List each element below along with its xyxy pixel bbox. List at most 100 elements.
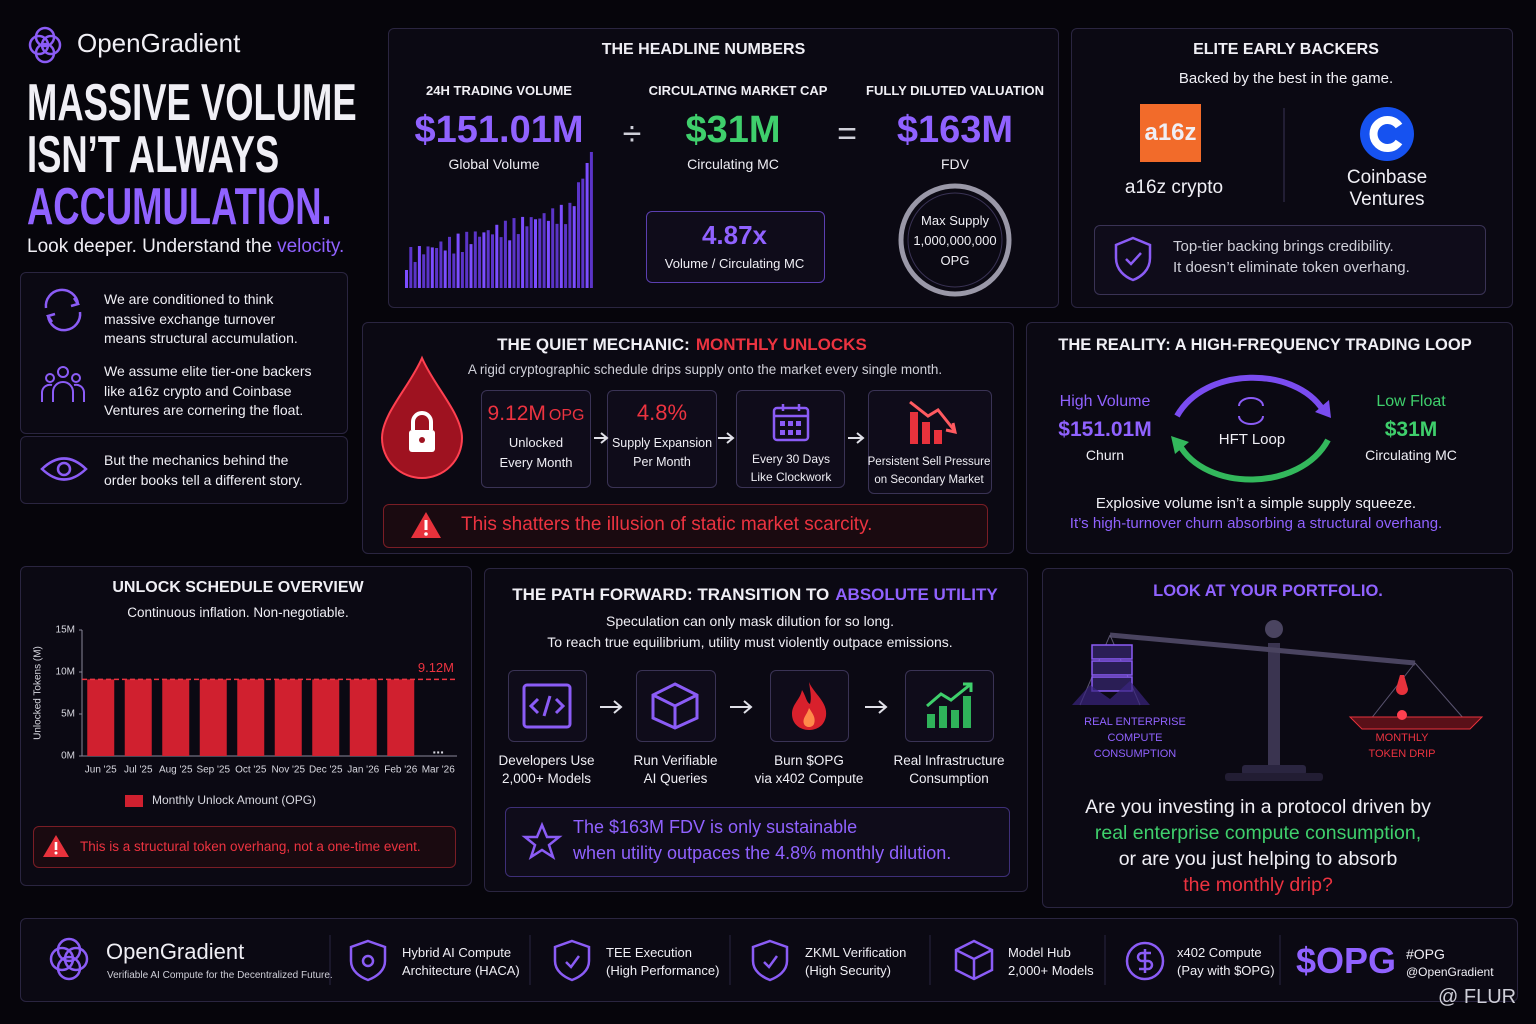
loop-arrows: [1171, 374, 1331, 483]
footer-brand: OpenGradient: [106, 939, 245, 964]
sparkline-bar: [430, 247, 434, 288]
sparkline-bar: [516, 234, 520, 288]
y-tick-label: 5M: [61, 709, 75, 720]
sparkline-bar: [405, 270, 408, 288]
footer-ticker: $OPG: [1296, 940, 1397, 981]
loop-value: $151.01M: [1058, 418, 1152, 441]
metric-value: $31M: [685, 109, 781, 151]
step-caption: Consumption: [909, 771, 989, 786]
sparkline-bar: [572, 206, 576, 288]
reference-label: 9.12M: [418, 660, 454, 675]
feature-text: (High Security): [805, 963, 891, 978]
step-caption: Run Verifiable: [633, 753, 718, 768]
sparkline-bar: [503, 220, 507, 288]
footer-hashtag: #OPG: [1406, 946, 1445, 962]
panel-subtitle: Speculation can only mask dilution for s…: [606, 613, 894, 629]
loop-center: HFT Loop: [1218, 431, 1286, 448]
sparkline-bar: [460, 252, 464, 288]
people-icon: [41, 366, 85, 402]
coinbase-logo: [1360, 107, 1414, 161]
x-tick-label: Dec '25: [309, 765, 343, 776]
sparkline-bar: [452, 253, 456, 288]
step-caption: on Secondary Market: [874, 474, 984, 486]
sparkline-bar: [538, 218, 542, 288]
warning-text: This shatters the illusion of static mar…: [461, 514, 873, 535]
sparkline-bar: [499, 237, 503, 288]
reality-text: Explosive volume isn’t a simple supply s…: [1095, 495, 1417, 512]
sparkline-bar: [435, 248, 439, 288]
sparkline-bar: [473, 231, 477, 288]
loop-label: Low Float: [1376, 393, 1446, 410]
bar: [237, 679, 265, 756]
step-box: [905, 670, 994, 742]
loop-caption: Churn: [1085, 447, 1125, 463]
step-box: [481, 390, 591, 488]
sparkline-bar: [521, 216, 525, 288]
sparkline-bar: [443, 250, 447, 288]
sparkline-bar: [512, 218, 516, 288]
sparkline-bar: [495, 224, 499, 288]
divider: [1283, 108, 1285, 202]
step-value: 9.12M OPG: [481, 401, 591, 426]
bar: [312, 679, 340, 756]
panel-subtitle: To reach true equilibrium, utility must …: [547, 634, 953, 650]
sparkline-bar: [585, 162, 589, 288]
unlock-chart: Unlocked Tokens (M) 0M 5M 10M 15M Jun '25 Jul …: [33, 625, 457, 807]
panel-title: THE HEADLINE NUMBERS: [601, 41, 806, 58]
supply-value: 1,000,000,000: [913, 233, 997, 248]
step-caption: Developers Use: [498, 753, 595, 768]
step-caption: via x402 Compute: [754, 771, 864, 786]
title-text: THE PATH FORWARD: TRANSITION TO: [512, 585, 830, 604]
x-tick-label: Nov '25: [271, 765, 305, 776]
y-tick-label: 15M: [56, 625, 75, 636]
metric-caption: FDV: [941, 156, 969, 172]
brand-logo: [28, 26, 62, 64]
step-caption: AI Queries: [643, 771, 708, 786]
sparkline-bar: [409, 246, 413, 288]
x-tick-label: Jan '26: [347, 765, 379, 776]
legend-label: Monthly Unlock Amount (OPG): [152, 793, 316, 807]
sparkline-bar: [568, 202, 572, 288]
metric-label: 24H TRADING VOLUME: [426, 83, 572, 98]
feature-text: ZKML Verification: [805, 945, 907, 960]
callout-text: The $163M FDV is only sustainable: [573, 817, 858, 837]
metric-caption: Circulating MC: [687, 156, 779, 172]
hero-title: ACCUMULATION.: [27, 178, 332, 236]
code-icon: [522, 683, 572, 729]
x-tick-label: Aug '25: [159, 765, 193, 776]
warning-text: This is a structural token overhang, not…: [80, 839, 421, 854]
metric-label: CIRCULATING MARKET CAP: [648, 83, 828, 98]
sparkline-bar: [559, 204, 563, 288]
sparkline-bar: [465, 231, 469, 288]
cycle-icon: [44, 288, 82, 332]
callout-text: when utility outpaces the 4.8% monthly d…: [573, 843, 952, 863]
step-arrows: [600, 700, 888, 714]
sparkline-bar: [508, 240, 512, 288]
sparkline-bar: [448, 236, 451, 288]
panel-title: THE PATH FORWARD: TRANSITION TO ABSOLUTE …: [484, 585, 1026, 605]
x-tick-label: Jun '25: [85, 765, 117, 776]
beliefs-panel: [20, 436, 348, 504]
step-caption: Per Month: [633, 455, 691, 469]
sparkline-bar: [589, 151, 593, 288]
sparkline-bar: [456, 233, 460, 288]
footer: [20, 918, 1518, 1002]
warning-icon: [43, 835, 69, 857]
reality-text: It’s high-turnover churn absorbing a str…: [1069, 515, 1443, 532]
y-tick-label: 0M: [61, 751, 75, 762]
star-icon: [521, 821, 563, 860]
sparkline-bar: [581, 178, 585, 288]
backer-note: Top-tier backing brings credibility.: [1173, 238, 1394, 255]
flame-icon: [792, 682, 827, 730]
ratio-value: 4.87x: [701, 220, 768, 250]
shield-icon: [1114, 236, 1152, 282]
scale-label: CONSUMPTION: [1093, 748, 1177, 760]
supply-label: Max Supply: [921, 213, 989, 228]
callout-box: [505, 807, 1010, 877]
sparkline-bar: [478, 236, 482, 288]
sparkline-bar: [555, 223, 559, 288]
sparkline-bar: [534, 219, 537, 288]
sparkline-bar: [422, 254, 426, 288]
step-number: 9.12M: [487, 402, 546, 425]
